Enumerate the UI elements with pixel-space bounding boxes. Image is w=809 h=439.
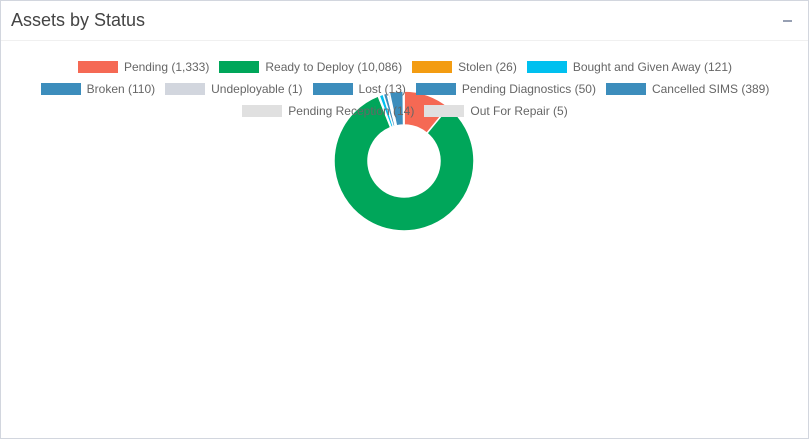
legend-item[interactable]: Cancelled SIMS (389) <box>605 81 770 97</box>
legend-label: Out For Repair (5) <box>470 104 568 118</box>
legend-item[interactable]: Pending Diagnostics (50) <box>415 81 596 97</box>
legend: Pending (1,333) Ready to Deploy (10,086) S… <box>35 59 775 119</box>
legend-item[interactable]: Pending Reception (14) <box>242 103 414 119</box>
legend-swatch <box>219 61 260 73</box>
legend-swatch <box>77 61 118 73</box>
legend-swatch <box>526 61 567 73</box>
legend-item[interactable]: Stolen (26) <box>412 59 517 75</box>
legend-label: Ready to Deploy (10,086) <box>265 60 403 74</box>
collapse-button[interactable] <box>783 20 792 22</box>
legend-label: Cancelled SIMS (389) <box>651 82 770 96</box>
legend-swatch <box>415 83 456 95</box>
legend-item[interactable]: Pending (1,333) <box>77 59 210 75</box>
legend-label: Pending Diagnostics (50) <box>461 82 596 96</box>
legend-label: Broken (110) <box>86 82 156 96</box>
legend-swatch <box>165 83 206 95</box>
legend-label: Stolen (26) <box>458 60 517 74</box>
legend-label: Bought and Given Away (121) <box>572 60 733 74</box>
legend-item[interactable]: Out For Repair (5) <box>424 103 568 119</box>
legend-swatch <box>40 83 81 95</box>
legend-swatch <box>424 105 465 117</box>
legend-label: Undeployable (1) <box>211 82 303 96</box>
legend-item[interactable]: Ready to Deploy (10,086) <box>219 59 402 75</box>
legend-swatch <box>412 61 453 73</box>
legend-item[interactable]: Undeployable (1) <box>165 81 303 97</box>
legend-label: Lost (13) <box>358 82 406 96</box>
legend-item[interactable]: Bought and Given Away (121) <box>526 59 733 75</box>
doughnut-segment <box>333 94 475 232</box>
legend-label: Pending Reception (14) <box>288 104 415 118</box>
legend-item[interactable]: Lost (13) <box>312 81 406 97</box>
panel-title: Assets by Status <box>11 10 146 30</box>
legend-swatch <box>312 83 353 95</box>
legend-swatch <box>242 105 283 117</box>
panel-header: Assets by Status <box>1 1 808 41</box>
legend-label: Pending (1,333) <box>123 60 210 74</box>
legend-item[interactable]: Broken (110) <box>40 81 156 97</box>
legend-swatch <box>605 83 646 95</box>
